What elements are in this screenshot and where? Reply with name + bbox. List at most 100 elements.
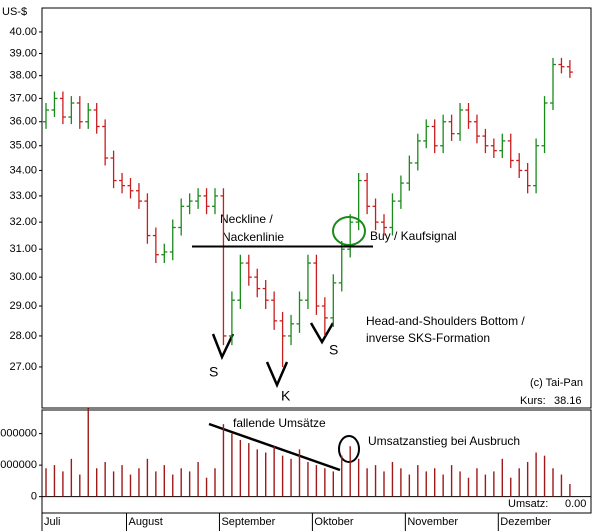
y-tick-label: 31.00	[9, 243, 37, 255]
volume-bar	[324, 468, 326, 497]
volume-bar	[341, 455, 343, 497]
volume-bar	[222, 424, 225, 497]
annotation: inverse SKS-Formation	[366, 331, 490, 345]
volume-bar	[374, 465, 377, 497]
volume-bar	[231, 433, 233, 497]
volume-bar	[104, 461, 106, 497]
x-tick-label: Dezember	[500, 516, 551, 528]
volume-bar	[205, 477, 208, 497]
volume-bar	[425, 471, 427, 497]
volume-bar	[87, 408, 89, 497]
volume-bar	[484, 474, 487, 497]
volume-bar	[112, 471, 115, 497]
y-tick-label: 2000000	[0, 428, 37, 440]
volume-bar	[79, 474, 81, 497]
copyright: (c) Tai-Pan	[530, 377, 583, 389]
y-axis-label: US-$	[2, 6, 27, 18]
volume-bar	[248, 443, 250, 497]
volume-bar	[510, 477, 512, 497]
volume-bar	[273, 446, 275, 497]
volume-bar	[391, 461, 394, 497]
annotation: Nackenlinie	[222, 230, 284, 244]
volume-bar	[180, 468, 182, 497]
y-tick-label: 32.00	[9, 216, 37, 228]
volume-bar	[281, 455, 284, 497]
annotation: Umsatzanstieg bei Ausbruch	[368, 434, 520, 448]
volume-bar	[383, 471, 385, 497]
volume-bar	[290, 458, 292, 497]
volume-bar	[400, 468, 402, 497]
shoulder-marker	[309, 322, 335, 345]
y-tick-label: 33.00	[9, 190, 37, 202]
volume-bar	[188, 471, 191, 497]
volume-bar	[146, 458, 149, 497]
y-tick-label: 34.00	[9, 164, 37, 176]
volume-bar	[121, 465, 123, 497]
x-tick-label: Juli	[44, 516, 61, 528]
y-tick-label: 40.00	[9, 26, 37, 38]
volume-bar	[129, 474, 132, 497]
annotation: Buy / Kaufsignal	[370, 229, 457, 243]
annotation: Neckline /	[220, 212, 273, 226]
y-tick-label: 37.00	[9, 92, 37, 104]
volume-bar	[560, 474, 563, 497]
volume-bar	[197, 461, 199, 497]
volume-bar	[417, 465, 419, 497]
volume-bar	[265, 452, 267, 497]
volume-bar	[315, 465, 318, 497]
volume-bar	[569, 484, 571, 497]
volume-bar	[366, 468, 368, 497]
annotation: S	[329, 342, 338, 358]
annotation: Head-and-Shoulders Bottom /	[366, 314, 525, 328]
y-tick-label: 35.00	[9, 140, 37, 152]
y-tick-label: 27.00	[9, 361, 37, 373]
volume-bar	[155, 471, 157, 497]
volume-bar	[349, 446, 351, 497]
y-tick-label: 39.00	[9, 47, 37, 59]
volume-bar	[434, 468, 436, 497]
head-marker	[265, 361, 289, 389]
volume-bar	[552, 468, 554, 497]
kurs-value: 38.16	[554, 395, 582, 407]
y-tick-label: 0	[31, 491, 37, 503]
y-tick-label: 38.00	[9, 70, 37, 82]
x-tick-label: November	[407, 516, 458, 528]
y-tick-label: 36.00	[9, 116, 37, 128]
annotation: S	[209, 364, 218, 380]
volume-bar	[70, 458, 73, 497]
volume-bar	[256, 449, 258, 497]
volume-bar	[214, 468, 216, 497]
umsatz-label: Umsatz:	[508, 498, 548, 510]
volume-bar	[298, 449, 301, 497]
x-tick-label: September	[221, 516, 275, 528]
volume-bar	[493, 471, 495, 497]
x-tick-label: August	[129, 516, 163, 528]
volume-bar	[62, 471, 64, 497]
volume-bar	[526, 461, 529, 497]
y-tick-label: 1000000	[0, 459, 37, 471]
volume-bar	[138, 468, 140, 497]
volume-bar	[535, 452, 537, 497]
volume-bar	[467, 477, 470, 497]
umsatz-value: 0.00	[565, 498, 586, 510]
volume-bar	[501, 458, 503, 497]
volume-bar	[450, 465, 453, 497]
volume-bar	[442, 474, 444, 497]
volume-bar	[307, 461, 309, 497]
x-tick-label: Oktober	[314, 516, 353, 528]
volume-bar	[239, 439, 242, 497]
price-frame	[41, 7, 592, 409]
volume-bar	[163, 465, 165, 497]
annotation: fallende Umsätze	[233, 416, 326, 430]
volume-bar	[543, 455, 546, 497]
volume-bar	[476, 468, 478, 497]
volume-bar	[96, 468, 98, 497]
volume-bar	[53, 465, 56, 497]
annotation: K	[281, 388, 291, 404]
volume-bar	[459, 471, 461, 497]
volume-circle	[338, 435, 360, 463]
volume-bar	[518, 468, 520, 497]
y-tick-label: 30.00	[9, 271, 37, 283]
